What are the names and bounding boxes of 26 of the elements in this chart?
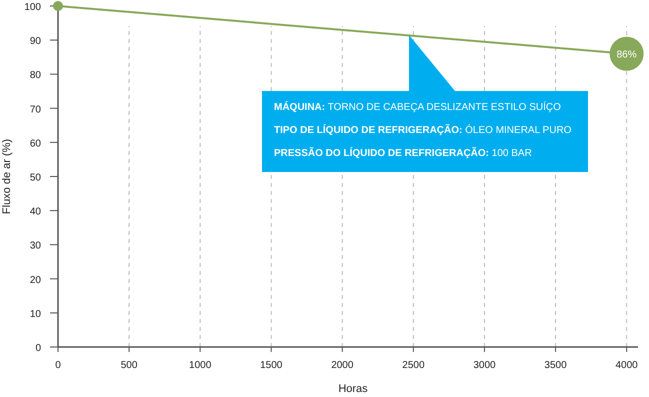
x-tick-label: 1000 (189, 360, 212, 371)
x-tick-label: 0 (55, 360, 62, 371)
y-tick-label: 90 (30, 36, 42, 48)
y-tick-label: 0 (35, 343, 42, 354)
y-tick-label: 30 (30, 240, 42, 252)
data-label: 86% (616, 50, 637, 61)
y-tick-label: 40 (30, 206, 42, 218)
y-tick-label: 70 (30, 104, 42, 116)
y-axis-title: Fluxo de ar (%) (1, 138, 13, 214)
y-tick-label: 60 (30, 138, 42, 150)
x-tick-label: 2500 (402, 360, 425, 371)
x-tick-label: 2000 (331, 360, 354, 371)
x-tick-label: 1500 (260, 360, 283, 371)
x-tick-label: 4000 (616, 360, 638, 371)
annotation: TIPO DE LÍQUIDO DE REFRIGERAÇÃO: ÓLEO MINERAL PURO (274, 124, 572, 136)
y-tick-label: 10 (30, 308, 42, 320)
x-axis-title: Horas (338, 383, 368, 395)
x-tick-label: 500 (120, 360, 138, 371)
y-tick-label: 20 (30, 274, 42, 286)
y-tick-label: 100 (24, 2, 42, 13)
y-tick-label: 80 (30, 70, 42, 82)
x-tick-label: 3000 (473, 360, 496, 371)
x-tick-label: 3500 (544, 360, 568, 371)
annotation: MÁQUINA: TORNO DE CABEÇA DESLIZANTE ESTILO SUÍÇO (274, 101, 562, 113)
annotation: PRESSÃO DO LÍQUIDO DE REFRIGERAÇÃO: 100 BAR (274, 147, 532, 159)
y-tick-label: 50 (30, 172, 42, 184)
